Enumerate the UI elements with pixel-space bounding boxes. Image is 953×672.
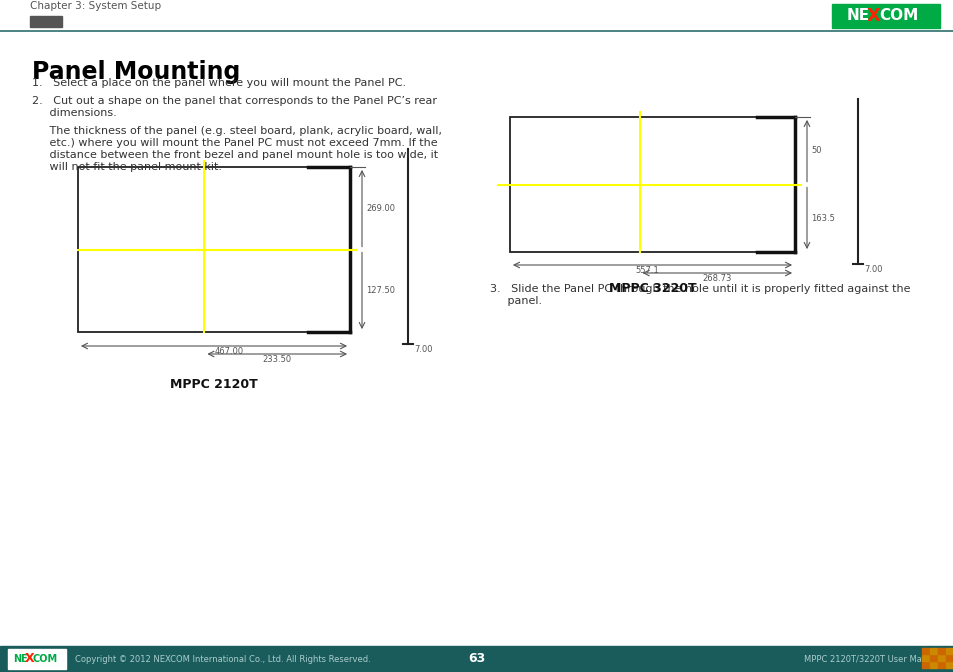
Text: 269.00: 269.00 xyxy=(366,204,395,213)
Bar xyxy=(937,662,944,668)
Text: NE: NE xyxy=(846,9,869,24)
Text: The thickness of the panel (e.g. steel board, plank, acrylic board, wall,: The thickness of the panel (e.g. steel b… xyxy=(32,126,441,136)
Bar xyxy=(929,655,936,661)
Text: Chapter 3: System Setup: Chapter 3: System Setup xyxy=(30,1,161,11)
Bar xyxy=(921,655,928,661)
Text: COM: COM xyxy=(33,654,58,664)
Bar xyxy=(937,655,944,661)
Text: 467.00: 467.00 xyxy=(214,347,243,356)
Text: dimensions.: dimensions. xyxy=(32,108,116,118)
Text: Copyright © 2012 NEXCOM International Co., Ltd. All Rights Reserved.: Copyright © 2012 NEXCOM International Co… xyxy=(75,655,371,663)
Text: X: X xyxy=(25,653,34,665)
Text: MPPC 3220T: MPPC 3220T xyxy=(608,282,696,295)
Bar xyxy=(78,167,350,332)
Text: 50: 50 xyxy=(810,146,821,155)
Text: 7.00: 7.00 xyxy=(863,265,882,274)
Bar xyxy=(921,662,928,668)
Text: 3.   Slide the Panel PC through the hole until it is properly fitted against the: 3. Slide the Panel PC through the hole u… xyxy=(490,284,909,294)
Text: X: X xyxy=(866,7,880,25)
Text: NE: NE xyxy=(13,654,28,664)
Text: 163.5: 163.5 xyxy=(810,214,834,222)
Bar xyxy=(945,662,952,668)
Text: etc.) where you will mount the Panel PC must not exceed 7mm. If the: etc.) where you will mount the Panel PC … xyxy=(32,138,437,148)
Text: 268.73: 268.73 xyxy=(702,274,731,283)
Bar xyxy=(937,648,944,654)
Text: 557.1: 557.1 xyxy=(635,266,659,275)
Bar xyxy=(945,655,952,661)
Bar xyxy=(8,649,66,669)
Text: will not fit the panel mount kit.: will not fit the panel mount kit. xyxy=(32,162,222,172)
Text: 63: 63 xyxy=(468,653,485,665)
Text: MPPC 2120T/3220T User Manual: MPPC 2120T/3220T User Manual xyxy=(803,655,939,663)
Text: 2.   Cut out a shape on the panel that corresponds to the Panel PC’s rear: 2. Cut out a shape on the panel that cor… xyxy=(32,96,436,106)
Text: MPPC 2120T: MPPC 2120T xyxy=(170,378,257,391)
Bar xyxy=(929,648,936,654)
Bar xyxy=(929,662,936,668)
Bar xyxy=(945,648,952,654)
Text: panel.: panel. xyxy=(490,296,541,306)
Text: 1.   Select a place on the panel where you will mount the Panel PC.: 1. Select a place on the panel where you… xyxy=(32,78,406,88)
Text: distance between the front bezel and panel mount hole is too wide, it: distance between the front bezel and pan… xyxy=(32,150,437,160)
Text: COM: COM xyxy=(878,9,918,24)
Bar xyxy=(921,648,928,654)
Text: Panel Mounting: Panel Mounting xyxy=(32,60,240,84)
Text: 233.50: 233.50 xyxy=(262,355,292,364)
Bar xyxy=(831,4,939,28)
Bar xyxy=(510,117,794,252)
Bar xyxy=(0,646,953,672)
Text: 7.00: 7.00 xyxy=(414,345,432,354)
Text: 127.50: 127.50 xyxy=(366,286,395,295)
Bar xyxy=(30,16,62,27)
